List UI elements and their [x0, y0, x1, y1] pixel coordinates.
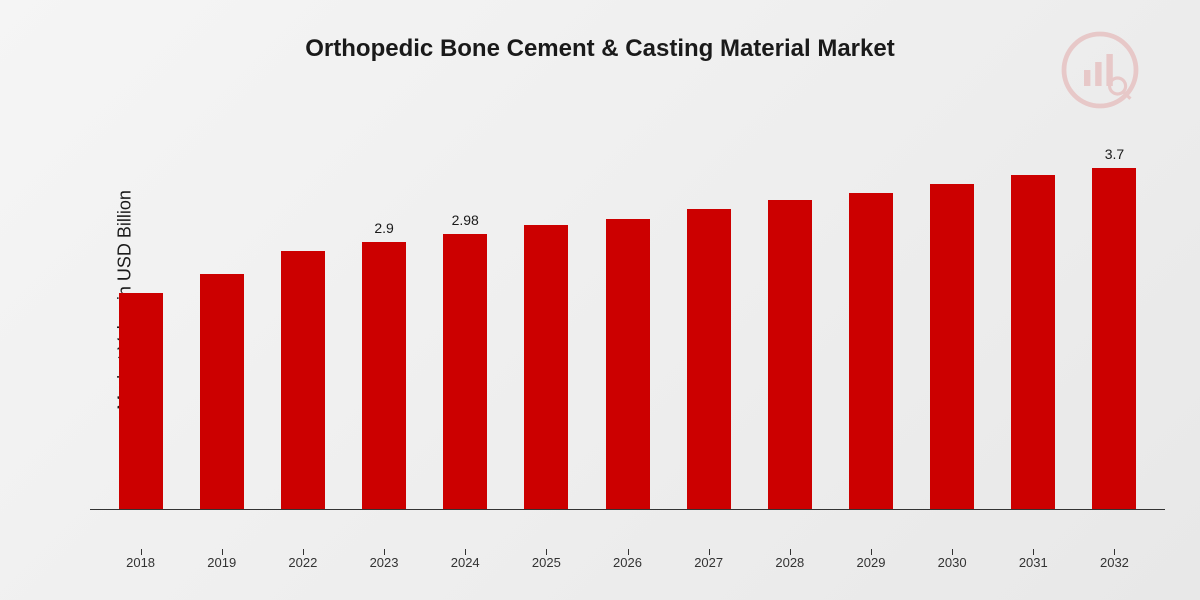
x-tick-label: 2030: [912, 555, 993, 570]
x-tick-label: 2019: [181, 555, 262, 570]
x-tick-label: 2032: [1074, 555, 1155, 570]
bar: [362, 242, 406, 510]
bar-slot: 3.7: [1074, 110, 1155, 510]
watermark-logo: [1060, 30, 1140, 110]
bar: [930, 184, 974, 510]
bar: [768, 200, 812, 510]
bars-container: 2.9 2.98 3.7: [90, 110, 1165, 510]
x-tick-label: 2028: [749, 555, 830, 570]
bar: [524, 225, 568, 510]
bar-slot: [993, 110, 1074, 510]
bar-slot: 2.9: [343, 110, 424, 510]
x-tick-label: 2025: [506, 555, 587, 570]
bar-slot: [181, 110, 262, 510]
bar-slot: [100, 110, 181, 510]
bar-slot: 2.98: [425, 110, 506, 510]
bar: [1011, 175, 1055, 510]
bar: [606, 219, 650, 510]
chart-area: 2.92.983.7 20182019202220232024202520262…: [75, 110, 1165, 540]
bar-slot: [262, 110, 343, 510]
bar-slot: [912, 110, 993, 510]
bar-value-label: 2.98: [452, 212, 479, 230]
bar: [200, 274, 244, 510]
x-tick-label: 2029: [830, 555, 911, 570]
bar-slot: [587, 110, 668, 510]
x-tick-label: 2026: [587, 555, 668, 570]
bar: [849, 193, 893, 510]
bar-value-label: 2.9: [374, 220, 393, 238]
x-tick-label: 2031: [993, 555, 1074, 570]
x-tick-label: 2018: [100, 555, 181, 570]
bar-slot: [506, 110, 587, 510]
x-tick-label: 2023: [343, 555, 424, 570]
bar: [1092, 168, 1136, 510]
bar: [687, 209, 731, 510]
bar: [443, 234, 487, 510]
bar-slot: [830, 110, 911, 510]
bar-slot: [749, 110, 830, 510]
bar-slot: [668, 110, 749, 510]
bar: [119, 293, 163, 510]
x-axis-line: [90, 509, 1165, 510]
x-tick-label: 2027: [668, 555, 749, 570]
x-axis-ticks: 2018201920222023202420252026202720282029…: [90, 555, 1165, 570]
bar-value-label: 3.7: [1105, 146, 1124, 164]
bar: [281, 251, 325, 510]
plot-area: 2.9 2.98 3.7: [90, 110, 1165, 510]
x-tick-label: 2022: [262, 555, 343, 570]
chart-title: Orthopedic Bone Cement & Casting Materia…: [0, 0, 1200, 63]
x-tick-label: 2024: [425, 555, 506, 570]
